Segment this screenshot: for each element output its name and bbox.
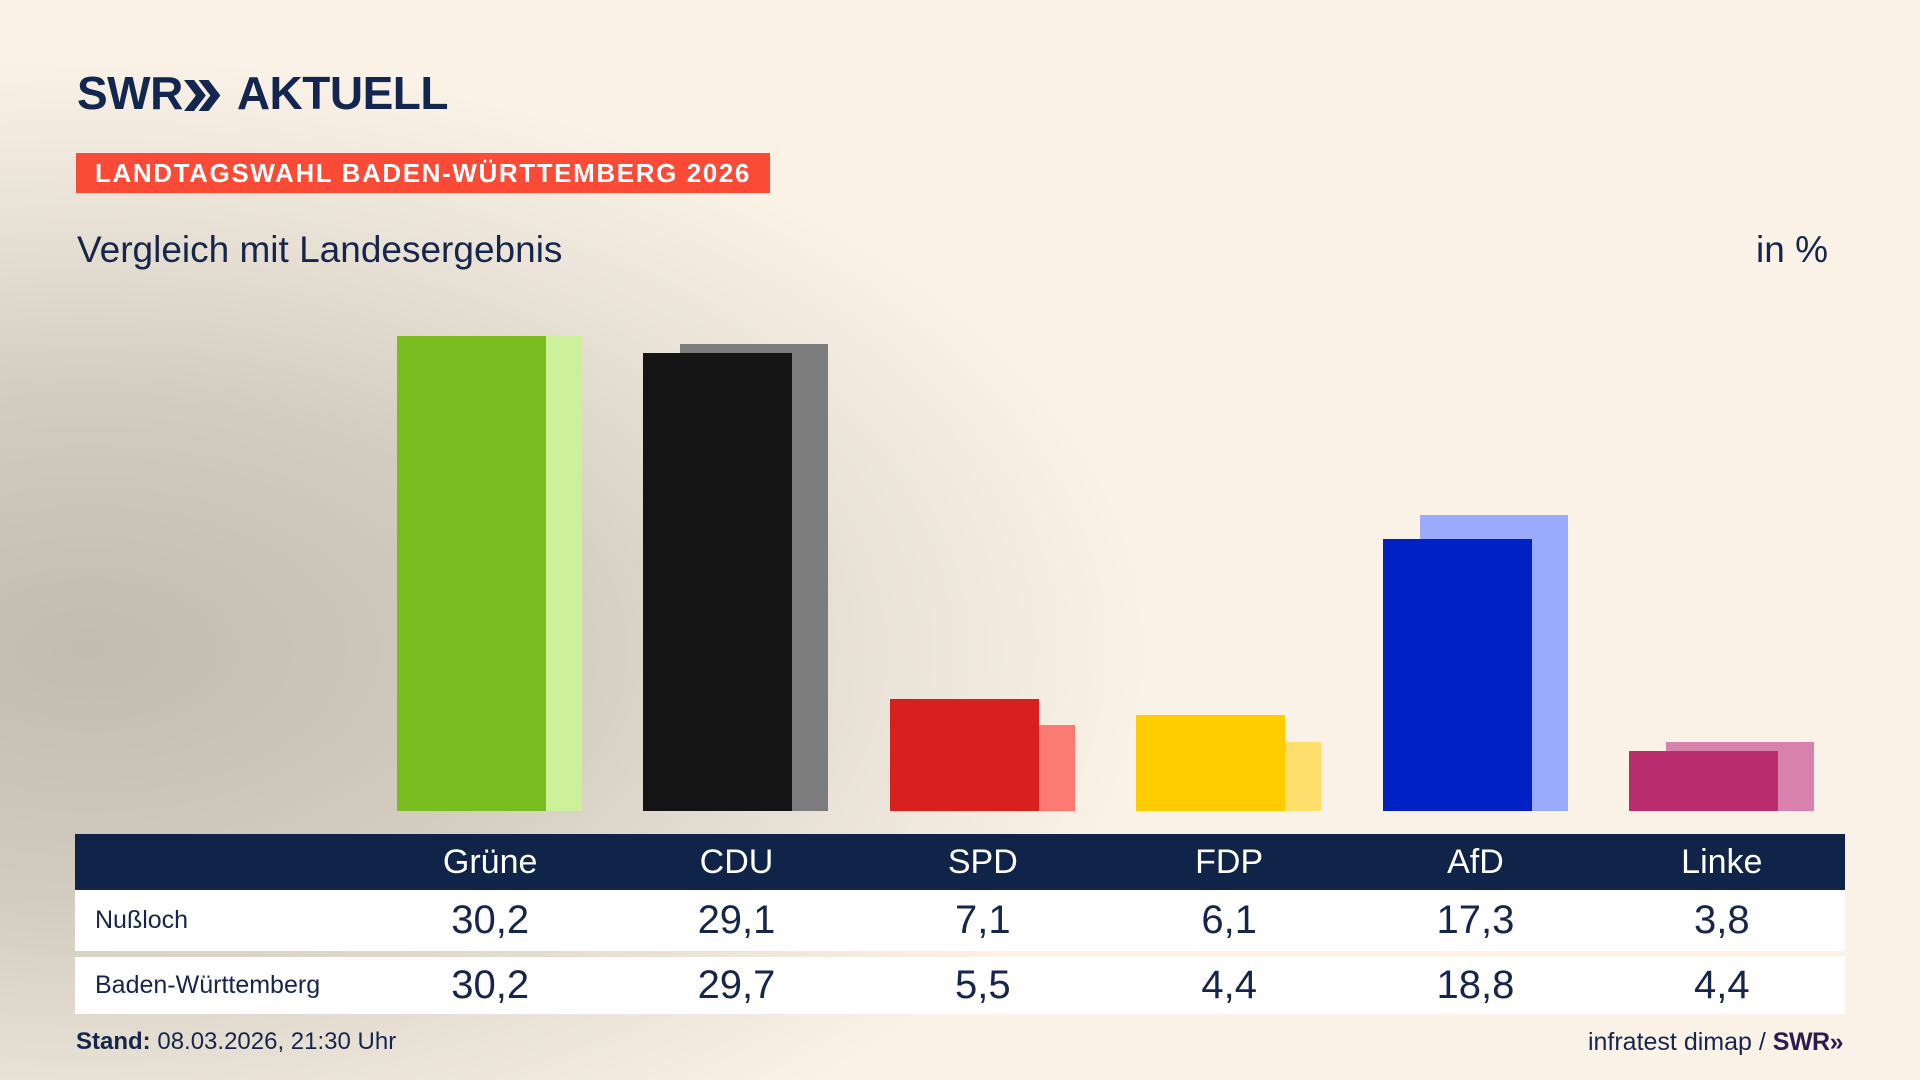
table-header-row: Grüne CDU SPD FDP AfD Linke [75, 834, 1845, 890]
bar-spd-nussloch [889, 699, 1039, 811]
table-cell-value: 30,2 [451, 963, 530, 1007]
table-cell-value: 7,1 [955, 898, 1011, 942]
table-column-header-afd: AfD [1447, 843, 1504, 881]
source-name: infratest dimap / [1587, 1028, 1766, 1056]
bar-afd-nussloch [1382, 538, 1532, 811]
table-row-label: Baden-Württemberg [95, 971, 321, 999]
double-chevron-right-icon [183, 79, 224, 112]
table-cell-value: 4,4 [1694, 963, 1750, 1007]
unit-label: in % [1756, 229, 1828, 270]
timestamp-value: 08.03.2026, 21:30 Uhr [157, 1028, 397, 1055]
bar-gruene-nussloch [397, 335, 546, 811]
source-brand-logo: SWR» [1772, 1028, 1844, 1056]
table-column-header-fdp: FDP [1195, 843, 1264, 881]
table-row: Nußloch 30,2 29,1 7,1 6,1 17,3 3,8 [75, 890, 1845, 951]
results-table: Grüne CDU SPD FDP AfD Linke Nußloch 30,2… [75, 834, 1845, 1014]
timestamp: Stand: 08.03.2026, 21:30 Uhr [76, 1025, 396, 1059]
bar-cdu-nussloch [643, 353, 793, 811]
table-column-header-gruene: Grüne [442, 843, 538, 881]
table-cell-value: 6,1 [1201, 898, 1257, 942]
table-column-header-cdu: CDU [699, 843, 774, 881]
table-corner-cell [75, 834, 367, 890]
bar-chart [397, 335, 1814, 811]
timestamp-label: Stand: [76, 1028, 151, 1055]
table-cell-value: 5,5 [955, 963, 1011, 1007]
table-column-header-spd: SPD [947, 843, 1018, 881]
bars-area [397, 335, 1814, 811]
source-credit: infratest dimap / SWR» [1587, 1025, 1844, 1059]
logo-brand-text: SWR [77, 67, 183, 119]
bar-linke-nussloch [1629, 751, 1778, 811]
bar-fdp-nussloch [1136, 715, 1286, 811]
table-cell-value: 4,4 [1201, 963, 1257, 1007]
table-cell-value: 29,1 [697, 898, 776, 942]
table-cell-value: 30,2 [451, 898, 530, 942]
chart-subtitle-row: Vergleich mit Landesergebnis in % [77, 230, 1828, 270]
chart-subtitle: Vergleich mit Landesergebnis [77, 229, 563, 270]
swr-aktuell-logo: SWR AKTUELL [77, 68, 448, 118]
table-row: Baden-Württemberg 30,2 29,7 5,5 4,4 18,8… [75, 957, 1845, 1014]
election-title-badge: LANDTAGSWAHL BADEN-WÜRTTEMBERG 2026 [76, 153, 770, 193]
logo-suffix-text: AKTUELL [236, 67, 449, 119]
table-cell-value: 18,8 [1436, 963, 1515, 1007]
table-cell-value: 29,7 [697, 963, 776, 1007]
table-cell-value: 17,3 [1436, 898, 1515, 942]
table-row-label: Nußloch [95, 906, 189, 934]
table-cell-value: 3,8 [1694, 898, 1750, 942]
table-column-header-linke: Linke [1681, 843, 1763, 881]
